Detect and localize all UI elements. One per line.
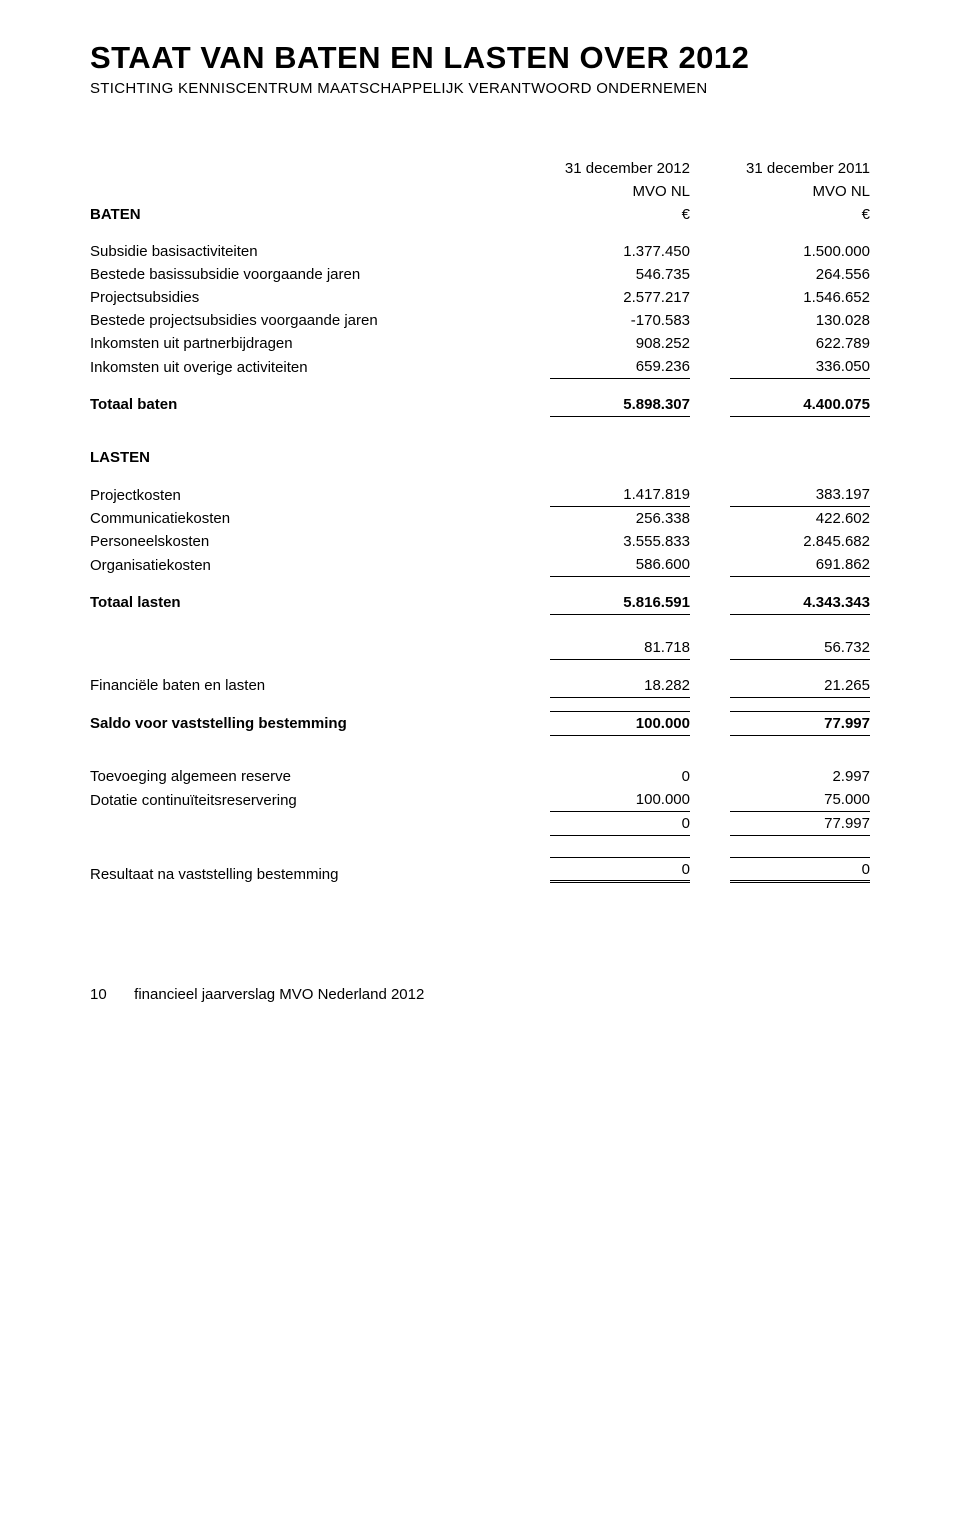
row-c1: 1.377.450 <box>550 240 690 263</box>
saldo-c1: 100.000 <box>550 711 690 735</box>
row-label: Projectsubsidies <box>90 286 550 309</box>
table-row: Communicatiekosten 256.338 422.602 <box>90 507 870 531</box>
table-row: 31 december 2012 31 december 2011 <box>90 157 870 180</box>
row-label: Communicatiekosten <box>90 507 550 531</box>
totaal-baten-c1: 5.898.307 <box>550 393 690 417</box>
row-c2: 622.789 <box>730 332 870 355</box>
table-row: Organisatiekosten 586.600 691.862 <box>90 553 870 577</box>
saldo-label: Saldo voor vaststelling bestemming <box>90 711 550 735</box>
row-label: Projectkosten <box>90 483 550 507</box>
row-c2: 1.546.652 <box>730 286 870 309</box>
table-row: Inkomsten uit overige activiteiten 659.2… <box>90 355 870 379</box>
row-c1: 100.000 <box>550 788 690 812</box>
table-row: Personeelskosten 3.555.833 2.845.682 <box>90 530 870 553</box>
table-row: LASTEN <box>90 446 870 469</box>
table-row: Financiële baten en lasten 18.282 21.265 <box>90 674 870 698</box>
row-label: Inkomsten uit overige activiteiten <box>90 355 550 379</box>
resultaat-c1: 0 <box>550 858 690 887</box>
row-c1: 1.417.819 <box>550 483 690 507</box>
fin-baten-lasten-c1: 18.282 <box>550 674 690 698</box>
row-c2: 383.197 <box>730 483 870 507</box>
table-row: Bestede projectsubsidies voorgaande jare… <box>90 309 870 332</box>
table-row: 0 77.997 <box>90 812 870 836</box>
row-c2: 336.050 <box>730 355 870 379</box>
row-c1: 256.338 <box>550 507 690 531</box>
col2-currency: € <box>730 203 870 226</box>
row-label: Inkomsten uit partnerbijdragen <box>90 332 550 355</box>
col1-currency: € <box>550 203 690 226</box>
row-c2: 691.862 <box>730 553 870 577</box>
col2-entity: MVO NL <box>730 180 870 203</box>
table-row: Totaal lasten 5.816.591 4.343.343 <box>90 591 870 615</box>
row-c2: 264.556 <box>730 263 870 286</box>
row-label: Bestede basissubsidie voorgaande jaren <box>90 263 550 286</box>
fin-baten-lasten-c2: 21.265 <box>730 674 870 698</box>
row-c1: 659.236 <box>550 355 690 379</box>
row-c2: 1.500.000 <box>730 240 870 263</box>
row-c1: 586.600 <box>550 553 690 577</box>
row-label: Personeelskosten <box>90 530 550 553</box>
row-c1: 546.735 <box>550 263 690 286</box>
resultaat-c2: 0 <box>730 858 870 887</box>
table-row: BATEN € € <box>90 203 870 226</box>
page-subtitle: STICHTING KENNISCENTRUM MAATSCHAPPELIJK … <box>90 80 870 97</box>
col1-entity: MVO NL <box>550 180 690 203</box>
row-label: Subsidie basisactiviteiten <box>90 240 550 263</box>
table-row: Toevoeging algemeen reserve 0 2.997 <box>90 765 870 788</box>
col1-date: 31 december 2012 <box>550 157 690 180</box>
row-c2: 2.845.682 <box>730 530 870 553</box>
table-row: Dotatie continuïteitsreservering 100.000… <box>90 788 870 812</box>
financial-table: 31 december 2012 31 december 2011 MVO NL… <box>90 157 870 886</box>
row-label: Organisatiekosten <box>90 553 550 577</box>
row-c2: 130.028 <box>730 309 870 332</box>
below-total-c1: 0 <box>550 812 690 836</box>
totaal-lasten-c2: 4.343.343 <box>730 591 870 615</box>
row-c1: 0 <box>550 765 690 788</box>
row-c2: 422.602 <box>730 507 870 531</box>
footer-text: financieel jaarverslag MVO Nederland 201… <box>134 986 424 1003</box>
fin-baten-lasten-label: Financiële baten en lasten <box>90 674 550 698</box>
row-label <box>90 812 550 836</box>
resultaat-label: Resultaat na vaststelling bestemming <box>90 858 550 887</box>
table-row: MVO NL MVO NL <box>90 180 870 203</box>
saldo-c2: 77.997 <box>730 711 870 735</box>
totaal-baten-c2: 4.400.075 <box>730 393 870 417</box>
table-row: Resultaat na vaststelling bestemming 0 0 <box>90 858 870 887</box>
lasten-heading: LASTEN <box>90 446 550 469</box>
row-c1: 2.577.217 <box>550 286 690 309</box>
row-label: Bestede projectsubsidies voorgaande jare… <box>90 309 550 332</box>
below-total-c2: 77.997 <box>730 812 870 836</box>
table-row: Bestede basissubsidie voorgaande jaren 5… <box>90 263 870 286</box>
page-number: 10 <box>90 986 130 1003</box>
table-row: Saldo voor vaststelling bestemming 100.0… <box>90 711 870 735</box>
row-c2: 2.997 <box>730 765 870 788</box>
page-title: STAAT VAN BATEN EN LASTEN OVER 2012 <box>90 40 870 76</box>
table-row: Inkomsten uit partnerbijdragen 908.252 6… <box>90 332 870 355</box>
baten-heading: BATEN <box>90 203 550 226</box>
diff-c2: 56.732 <box>730 636 870 660</box>
totaal-lasten-label: Totaal lasten <box>90 591 550 615</box>
table-row: Projectsubsidies 2.577.217 1.546.652 <box>90 286 870 309</box>
row-c1: 3.555.833 <box>550 530 690 553</box>
table-row: Projectkosten 1.417.819 383.197 <box>90 483 870 507</box>
diff-c1: 81.718 <box>550 636 690 660</box>
totaal-lasten-c1: 5.816.591 <box>550 591 690 615</box>
page-footer: 10 financieel jaarverslag MVO Nederland … <box>90 986 870 1003</box>
col2-date: 31 december 2011 <box>730 157 870 180</box>
row-c1: 908.252 <box>550 332 690 355</box>
totaal-baten-label: Totaal baten <box>90 393 550 417</box>
table-row: Totaal baten 5.898.307 4.400.075 <box>90 393 870 417</box>
row-c1: -170.583 <box>550 309 690 332</box>
row-label: Dotatie continuïteitsreservering <box>90 788 550 812</box>
table-row: Subsidie basisactiviteiten 1.377.450 1.5… <box>90 240 870 263</box>
table-row: 81.718 56.732 <box>90 636 870 660</box>
row-c2: 75.000 <box>730 788 870 812</box>
page: STAAT VAN BATEN EN LASTEN OVER 2012 STIC… <box>0 0 960 1043</box>
row-label: Toevoeging algemeen reserve <box>90 765 550 788</box>
